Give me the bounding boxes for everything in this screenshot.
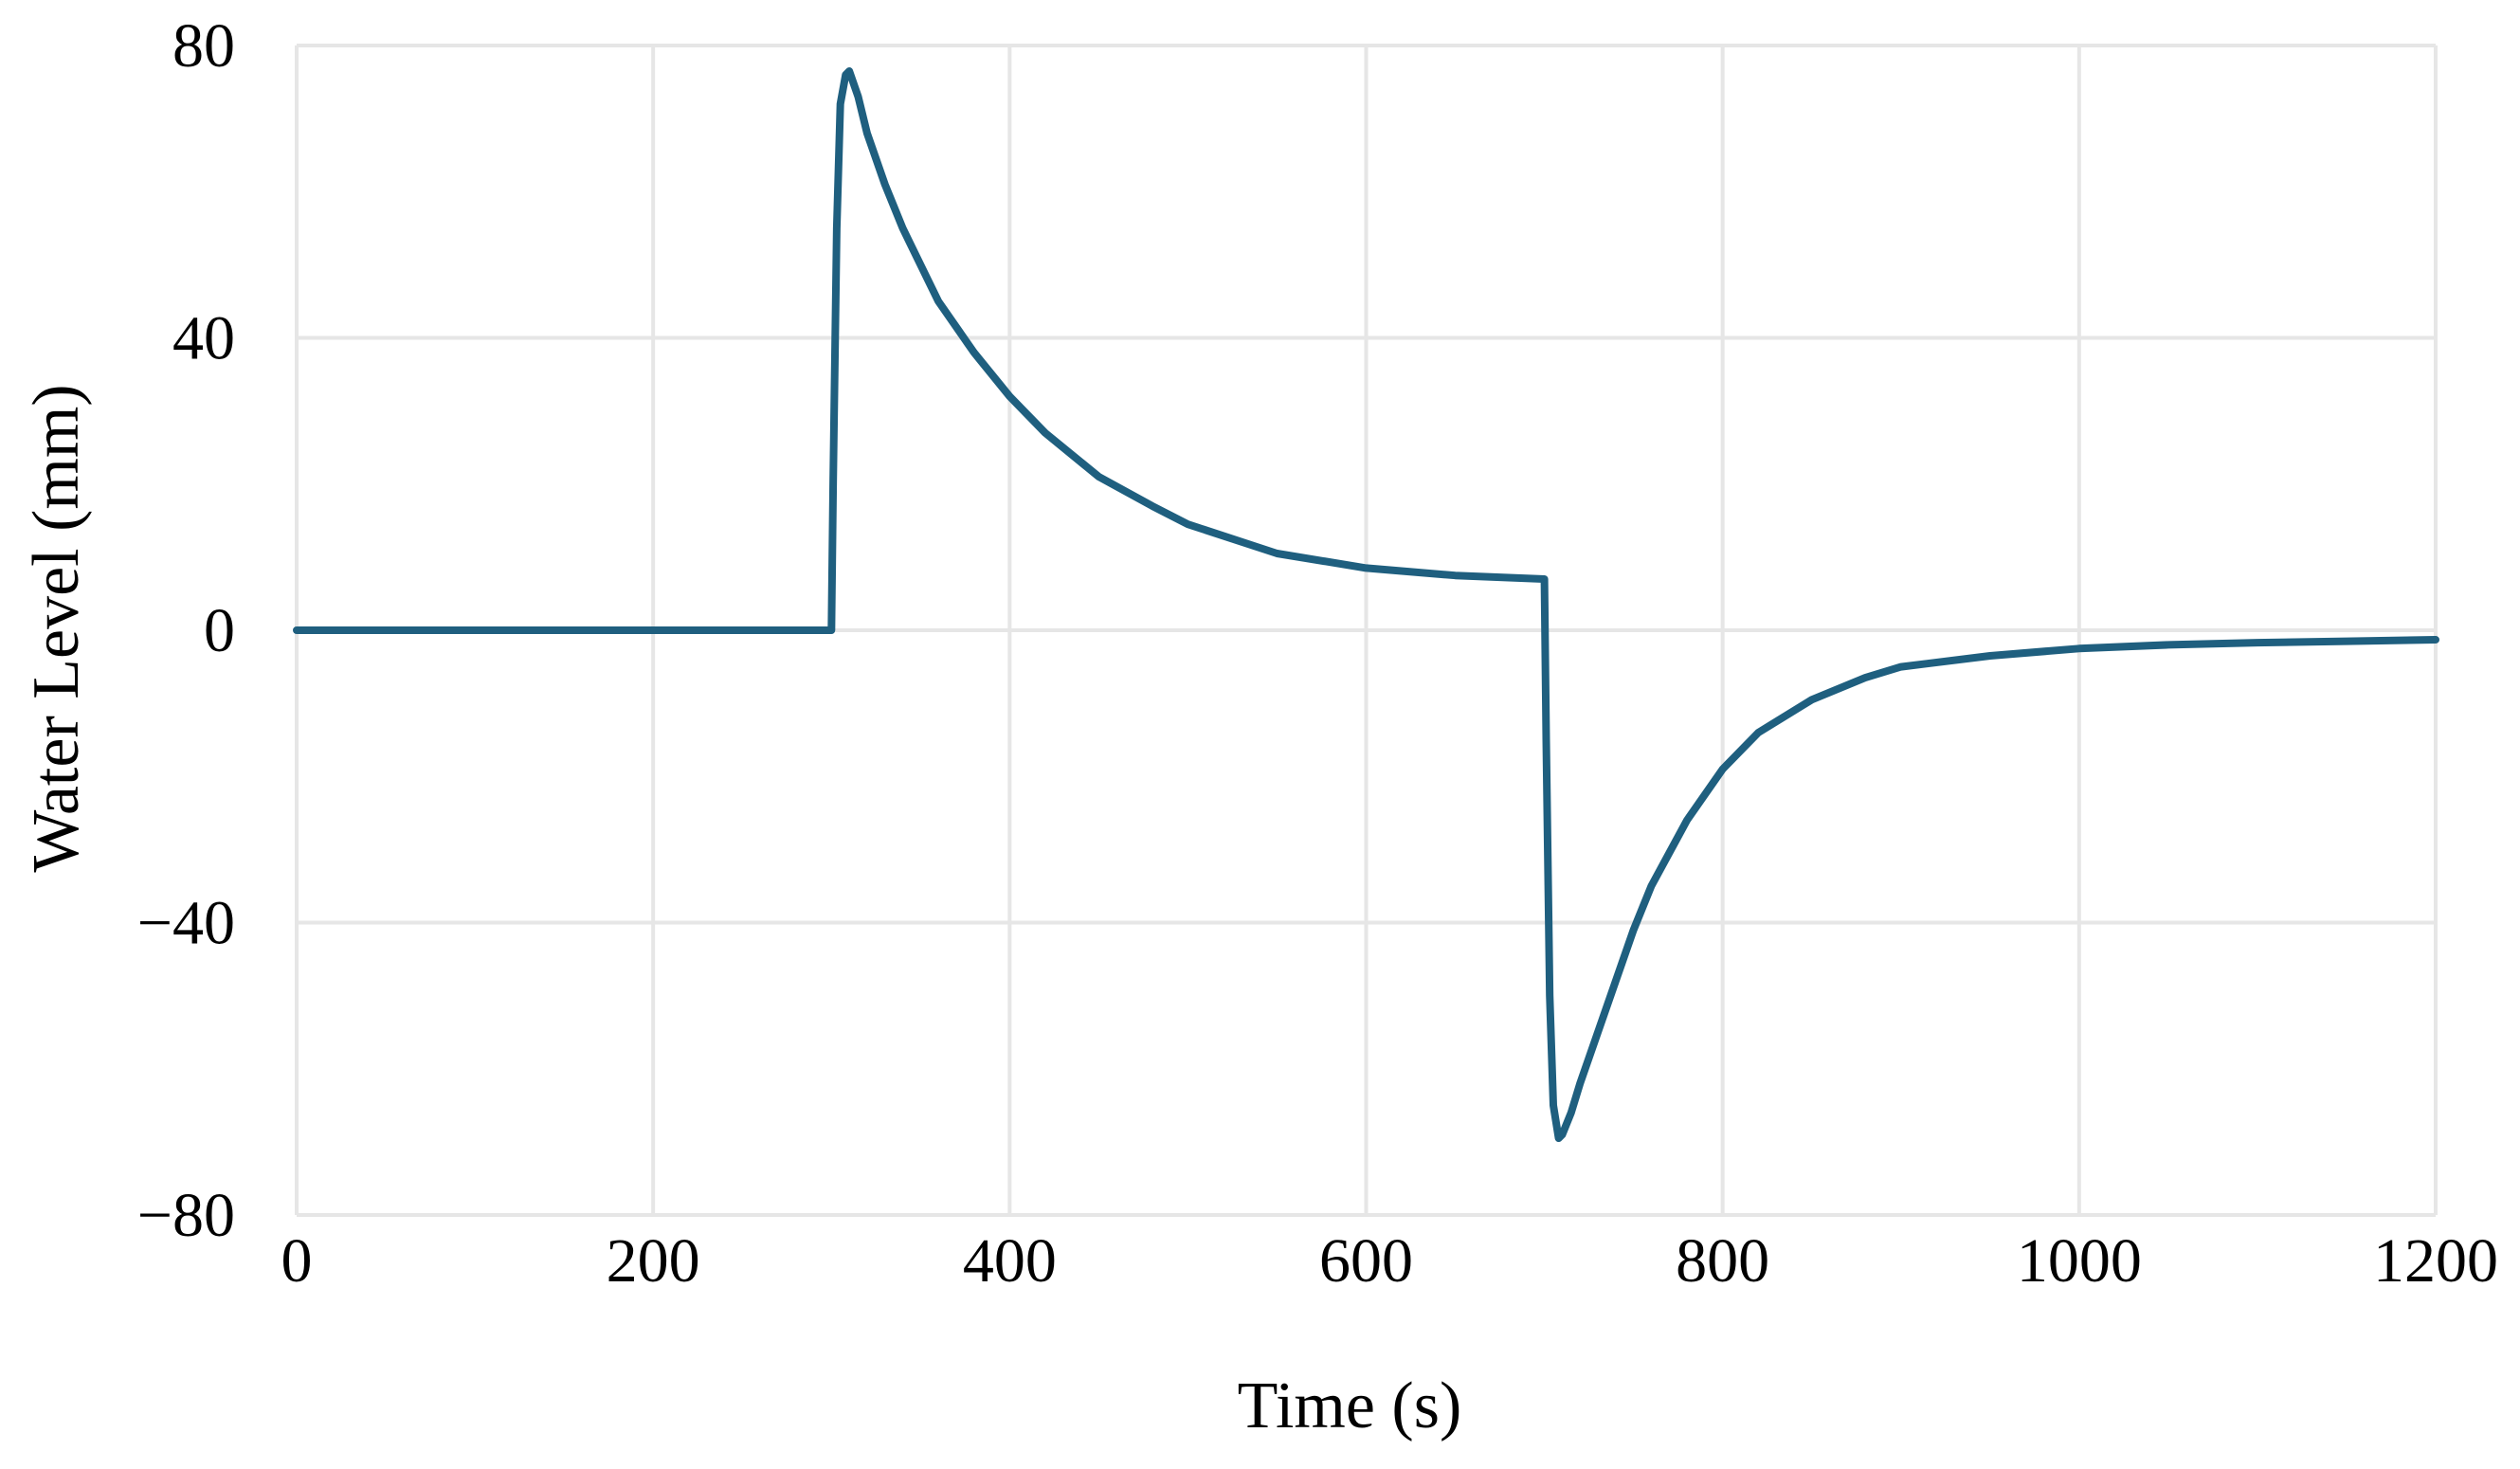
y-tick-label: 40: [172, 304, 235, 373]
x-axis-ticks: 0 200 400 600 800 1000 1200: [281, 1226, 2499, 1296]
x-tick-label: 1200: [2373, 1226, 2498, 1296]
x-tick-label: 400: [963, 1226, 1057, 1296]
y-tick-label: 80: [172, 11, 235, 81]
x-axis-title: Time (s): [1238, 1369, 1462, 1442]
x-tick-label: 800: [1676, 1226, 1769, 1296]
y-tick-label: −80: [137, 1181, 235, 1250]
x-tick-label: 200: [607, 1226, 700, 1296]
series-line-0: [293, 67, 2439, 1142]
x-tick-label: 0: [281, 1226, 313, 1296]
x-tick-label: 1000: [2017, 1226, 2142, 1296]
series-layer: [293, 67, 2439, 1142]
y-axis-ticks: −80 −40 0 40 80: [137, 11, 235, 1250]
x-tick-label: 600: [1319, 1226, 1413, 1296]
y-axis-title: Water Level (mm): [20, 384, 93, 872]
y-tick-label: −40: [137, 889, 235, 958]
grid-lines: [295, 44, 2438, 1217]
y-tick-label: 0: [204, 596, 235, 665]
